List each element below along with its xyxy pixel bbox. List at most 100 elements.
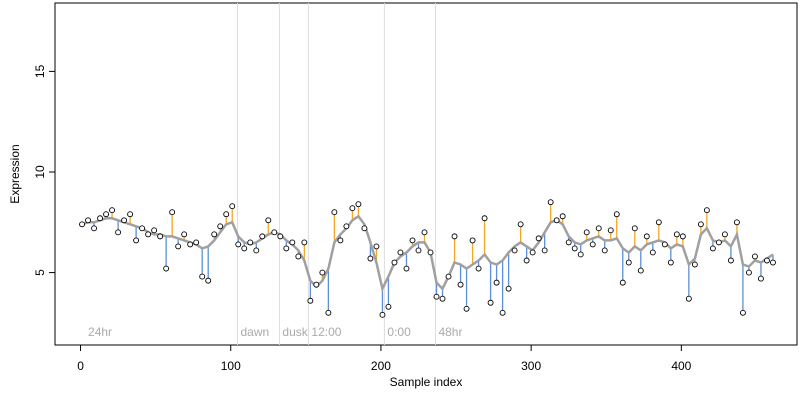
data-point	[367, 255, 374, 262]
data-point	[169, 209, 176, 216]
data-point	[133, 237, 140, 244]
data-point	[613, 211, 620, 218]
data-point	[373, 243, 380, 250]
x-tick-label: 200	[371, 359, 391, 373]
data-point	[313, 281, 320, 288]
data-point	[343, 223, 350, 230]
x-tick-label: 300	[521, 359, 541, 373]
data-point	[697, 221, 704, 228]
data-point	[265, 217, 272, 224]
y-tick-label: 10	[33, 165, 47, 179]
data-point	[433, 293, 440, 300]
data-point	[764, 257, 770, 264]
data-point	[505, 285, 512, 292]
data-point	[415, 247, 422, 254]
data-point	[703, 207, 710, 214]
data-point	[205, 277, 212, 284]
data-point	[457, 281, 464, 288]
data-point	[325, 309, 332, 316]
data-point	[127, 211, 134, 218]
data-point	[421, 229, 428, 236]
data-point	[601, 247, 608, 254]
data-point	[499, 309, 506, 316]
data-point	[319, 269, 326, 276]
data-point	[301, 239, 308, 246]
x-axis-label: Sample index	[390, 375, 463, 389]
data-point	[511, 247, 518, 254]
data-point	[445, 273, 452, 280]
data-point	[631, 225, 638, 232]
data-point	[745, 269, 752, 276]
marker-label: 48hr	[438, 325, 462, 339]
data-point	[577, 251, 584, 258]
data-point	[571, 245, 578, 252]
data-point	[685, 295, 692, 302]
data-point	[739, 309, 746, 316]
data-point	[493, 279, 500, 286]
data-point	[475, 265, 482, 272]
data-point	[409, 237, 416, 244]
data-point	[529, 249, 536, 256]
data-point	[229, 203, 236, 210]
data-point	[139, 225, 146, 232]
data-point	[523, 257, 530, 264]
x-tick-label: 400	[671, 359, 691, 373]
data-point	[283, 245, 290, 252]
data-point	[361, 225, 368, 232]
x-tick-label: 0	[77, 359, 84, 373]
data-point	[259, 233, 266, 240]
data-point	[673, 231, 680, 238]
data-point	[223, 211, 230, 218]
data-point	[733, 219, 740, 226]
data-point	[289, 239, 296, 246]
data-point	[655, 219, 662, 226]
data-point	[451, 233, 458, 240]
data-point	[637, 267, 644, 274]
data-point	[277, 233, 284, 240]
data-point	[625, 259, 632, 266]
data-point	[607, 227, 614, 234]
data-point	[235, 241, 242, 248]
data-point	[463, 305, 470, 312]
data-point	[217, 223, 224, 230]
y-tick-label: 5	[33, 269, 47, 276]
data-point	[103, 211, 110, 218]
marker-label: 24hr	[88, 325, 112, 339]
data-point	[385, 303, 392, 310]
data-point	[709, 245, 716, 252]
data-point	[397, 249, 404, 256]
data-point	[553, 217, 560, 224]
data-point	[715, 239, 722, 246]
data-point	[679, 233, 686, 240]
data-point	[391, 259, 398, 266]
data-point	[97, 215, 104, 222]
data-point	[349, 205, 356, 212]
data-point	[79, 221, 85, 228]
marker-label: 12:00	[311, 325, 341, 339]
data-point	[355, 201, 362, 208]
x-tick-label: 100	[221, 359, 241, 373]
data-point	[91, 225, 98, 232]
data-point	[583, 229, 590, 236]
y-tick-label: 15	[33, 64, 47, 78]
data-point	[770, 259, 776, 266]
data-point	[295, 253, 302, 260]
data-point	[559, 213, 566, 220]
data-point	[187, 241, 194, 248]
data-point	[643, 233, 650, 240]
data-point	[565, 239, 572, 246]
data-point	[517, 221, 524, 228]
data-point	[181, 231, 188, 238]
data-point	[487, 299, 494, 306]
y-axis-label: Expression	[8, 144, 22, 203]
data-point	[727, 257, 734, 264]
data-point	[151, 227, 158, 234]
data-point	[547, 199, 554, 206]
data-point	[589, 241, 596, 248]
fit-line	[81, 214, 774, 293]
data-point	[337, 237, 344, 244]
marker-label: dawn	[240, 325, 269, 339]
data-point	[199, 273, 206, 280]
data-point	[175, 243, 182, 250]
data-point	[193, 239, 200, 246]
